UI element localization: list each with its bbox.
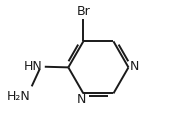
Text: HN: HN <box>24 60 43 73</box>
Text: N: N <box>77 93 87 106</box>
Text: Br: Br <box>76 5 90 18</box>
Text: N: N <box>129 60 139 73</box>
Text: H₂N: H₂N <box>7 90 30 103</box>
